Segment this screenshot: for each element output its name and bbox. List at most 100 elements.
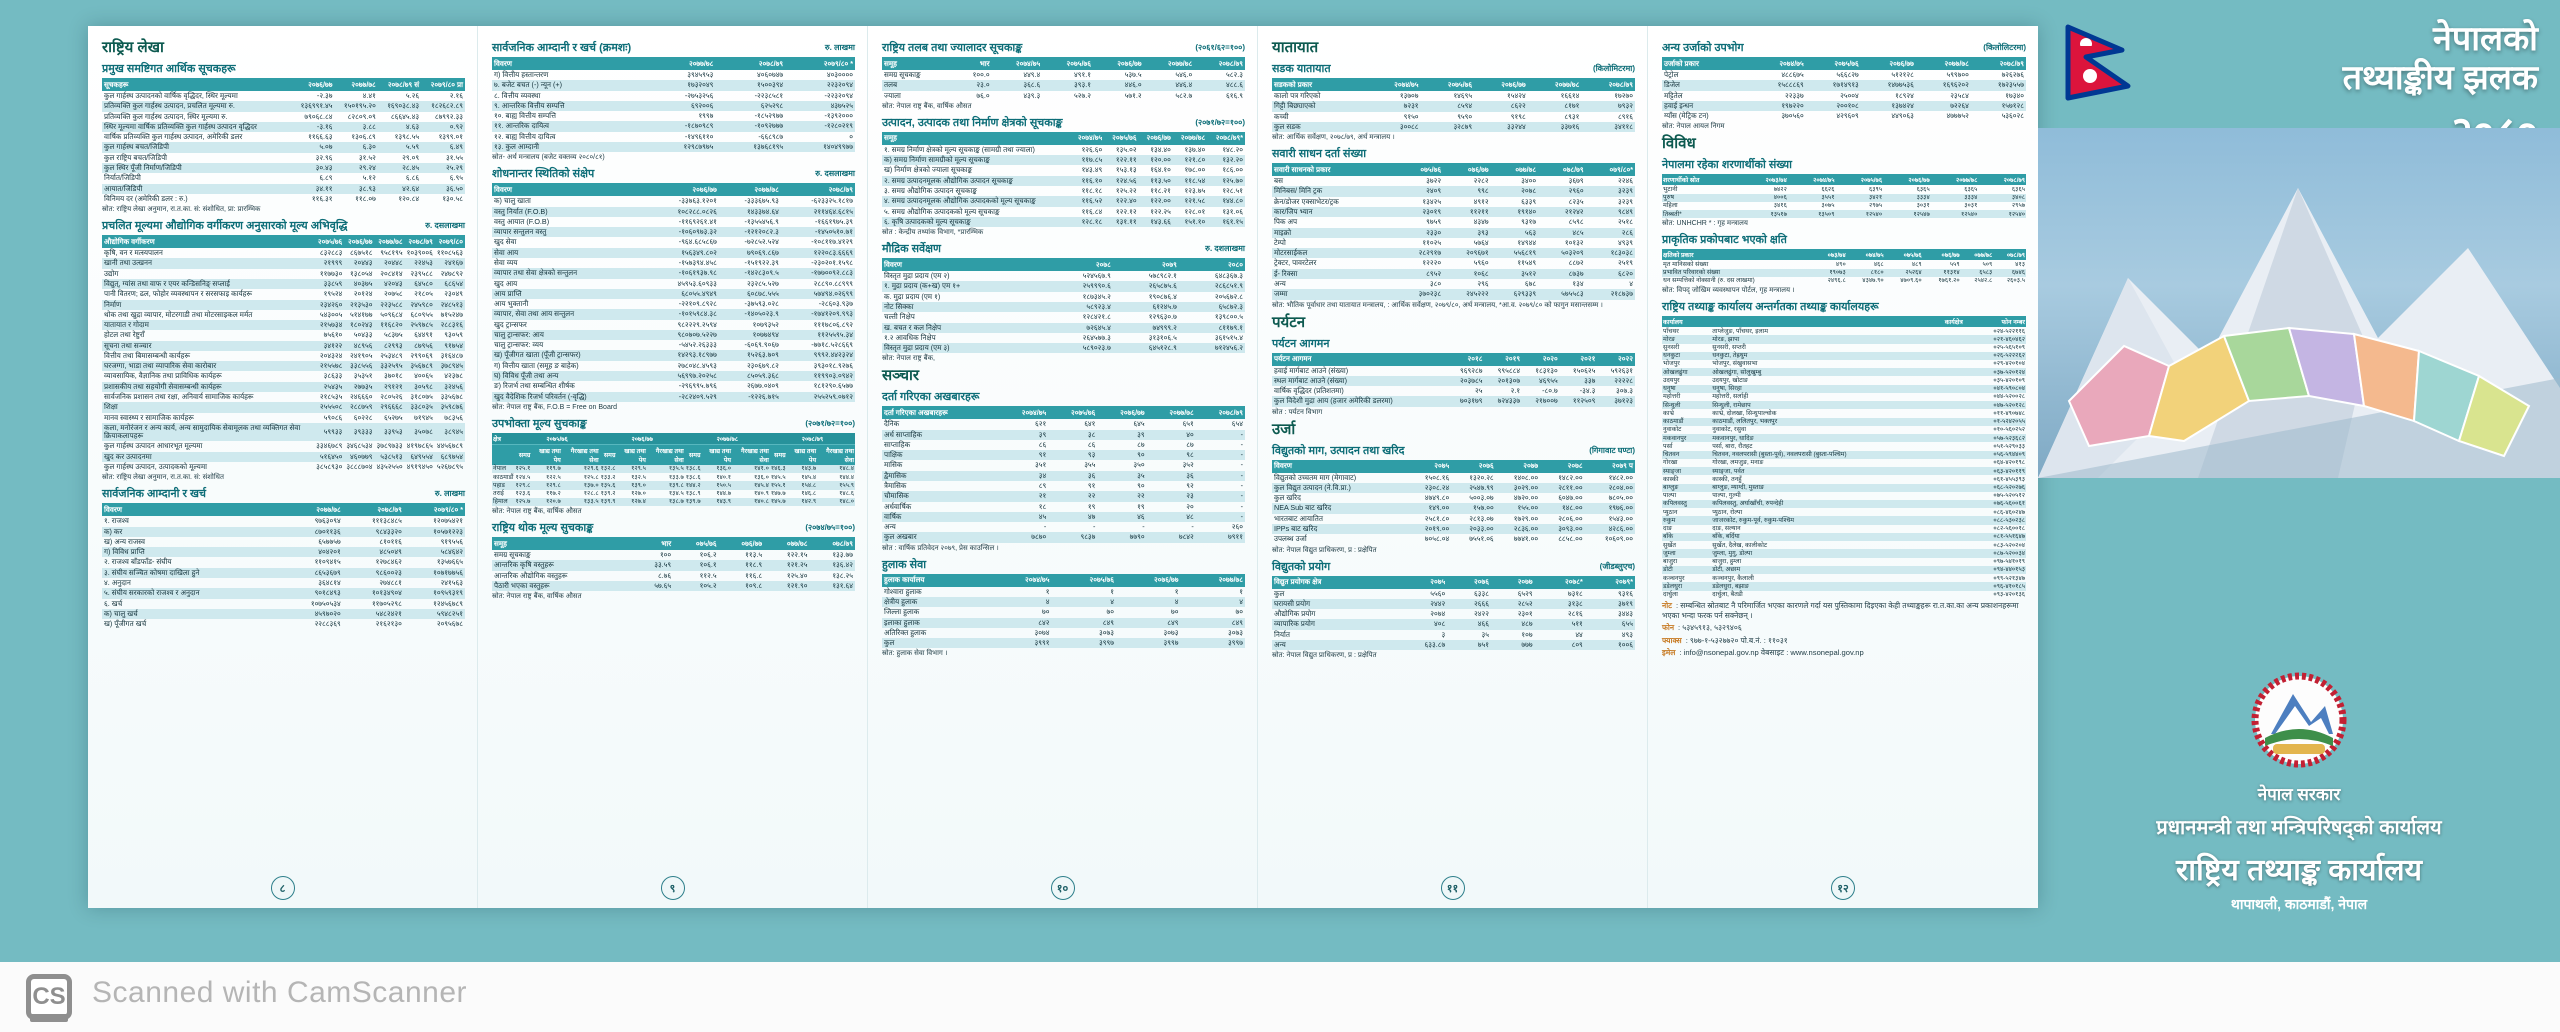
- table-cell: ग) वित्तीय खाता (समूह ङ बाहेक): [494, 360, 579, 370]
- table-cell: १२५४७: [1883, 210, 1931, 219]
- table-row: कुल विदेशी मुद्रा आय (हजार अमेरिकी डलरमा…: [1272, 396, 1635, 407]
- table-cell: १७२३५५७: [1970, 80, 2026, 91]
- table-cell: ६३९५: [1869, 185, 1883, 193]
- table-cell: ७२४३३७: [1484, 396, 1523, 407]
- table-cell: ९९५८८४: [1497, 365, 1521, 375]
- table-cell: ८०९: [1534, 640, 1585, 651]
- table-cell: २४७८९२: [440, 268, 463, 278]
- table-cell: ३८: [1048, 429, 1098, 440]
- table-cell: ३४०८: [1978, 193, 2026, 202]
- table-cell: ६५२७५: [383, 412, 403, 422]
- table-cell: ०२९-४२०१०४: [1993, 360, 2025, 368]
- table-cell: १०६.२: [699, 550, 717, 560]
- table-cell: २५५५०८: [314, 402, 345, 413]
- table-cell: चल्ती निक्षेप: [884, 312, 915, 322]
- table-cell: १९०७३: [1814, 268, 1847, 277]
- table-row: क्षेत्रीय हुलाक ४ ४ ४ ४: [882, 597, 1245, 608]
- table-cell: ८६५३६७९: [281, 567, 343, 578]
- table-cell: २०: [1186, 501, 1194, 511]
- column-header: २०७६/७७: [1138, 131, 1173, 145]
- table-cell: ०४७-५२०१२८: [1963, 401, 2026, 410]
- table-row: माइक्रो २३३० ३९३ ५६३ ४८५ २८६: [1272, 227, 1635, 238]
- table-cell: १८९२४: [1895, 90, 1914, 100]
- table-cell: पाँचथर: [1663, 327, 1679, 335]
- table-cell: १२५.४०: [786, 570, 808, 580]
- table-cell: ११३.५०: [1138, 175, 1173, 186]
- table-cell: १२०.७: [531, 497, 562, 507]
- table-cell: बाजुरा, हुम्ला: [1712, 558, 1742, 566]
- table-cell: -१०८११७.४१२९: [811, 237, 853, 247]
- column-header: २०७४/७५: [1366, 78, 1421, 91]
- table-cell: ५०९६८४: [380, 309, 403, 319]
- column-header: २०७७/७८: [374, 235, 405, 249]
- table-row: महिला ३४१६ ३०७५ २९७५ ३०३१ ३०३१ २९५७: [1662, 202, 2026, 210]
- table-cell: उद्योग: [104, 268, 119, 278]
- table-row: NEA Sub बाट खरिद १४९.०० १५७.०० १५५.०० १४८.००…: [1272, 503, 1635, 514]
- table-row: वस्तु आयात (F.O.B) -११६९२६१.४१ -१३५५४५६.९ -…: [492, 217, 855, 227]
- table-row: तराई १२३.६ ११७.२ १२८.८ १३९.२ १२७.० १३४.५ १३८.९ १…: [492, 490, 855, 498]
- table-cell: ७२६२७६: [2001, 70, 2024, 79]
- column-header: २०७६/७७: [291, 78, 335, 91]
- table-row: प्रतिव्यक्ति कुल गार्हस्थ उत्पादन, प्रचल…: [102, 101, 465, 112]
- table-cell: आन्तरिक कृषि वस्तुहरू: [492, 560, 635, 571]
- table-cell: ३०७३: [1228, 627, 1243, 637]
- table-cell: ग्याँस (मेट्रिक टन): [1664, 111, 1709, 121]
- section-title: हुलाक सेवा: [882, 558, 927, 571]
- table-cell: १२५४०: [1835, 210, 1884, 219]
- table-cell: काभ्रे: [1663, 409, 1674, 417]
- column-header: गैरखाद्य तथा सेवा: [817, 444, 855, 465]
- section-unit-label: (जीडब्लुएच): [1599, 561, 1635, 571]
- table-cell: १०९.८: [718, 580, 765, 592]
- table-row: अर्धवार्षिक १८ १९ १९ २० -: [882, 502, 1245, 512]
- table-cell: ५३८५१३: [374, 451, 405, 462]
- table-row: कुल अखबार ७८७० ९८३७ ७७९० ७८४२ ७९११: [882, 532, 1245, 543]
- table-cell: ५.५९: [377, 142, 422, 153]
- table-cell: ३०३१: [1916, 202, 1930, 210]
- table-cell: २३: [1146, 491, 1196, 502]
- section-unit-label: (किलोलिटरमा): [1983, 43, 2026, 52]
- table-cell: १९९७: [698, 111, 714, 121]
- table-cell: ३४४३: [1618, 609, 1633, 619]
- table-cell: १४१.०: [732, 464, 770, 474]
- data-table: विद्युत प्रयोगक क्षेत्र २०७५ २०७६ २०७७ २०७८*…: [1272, 575, 1635, 651]
- table-cell: १२२.१५: [786, 550, 808, 560]
- table-row: कास्की कास्की, तनहुँ ०६१-४५५३९३: [1662, 475, 2026, 483]
- table-row: सार्वजनिक प्रशासन तथा रक्षा, अनिवार्य सा…: [102, 392, 465, 402]
- table-cell: १२७.०: [631, 490, 646, 498]
- section-title: प्रमुख समष्टिगत आर्थिक सूचकहरू: [102, 63, 236, 75]
- column-header: ०७८/७९: [1538, 163, 1586, 177]
- table-cell: १००.०: [972, 70, 990, 79]
- table-cell: ३७१२३: [1597, 396, 1635, 407]
- table-cell: २४०९: [1395, 186, 1444, 197]
- table-cell: ३९४५९५३: [687, 70, 714, 79]
- table-cell: ०५१-५२९०३३: [1993, 442, 2025, 450]
- table-row: ख) पूँजीगत खर्च २२८८३६९ २१६२१३० २०९५६७८: [102, 619, 465, 629]
- table-cell: ११७७३०: [319, 268, 343, 278]
- table-cell: ७७७: [1490, 640, 1535, 651]
- table-cell: ३७८९४५: [434, 361, 465, 372]
- table-cell: मिनिबस/ मिनि ट्रक: [1272, 186, 1396, 197]
- column-header: २०७९/८० *: [785, 57, 855, 70]
- table-cell: -२.३७: [316, 91, 333, 100]
- column-header: ०७३/७४: [1814, 249, 1847, 261]
- table-row: हवाई मार्गबाट आउने (संख्या) ९६९२८७ ९९५८८४ १…: [1272, 366, 1635, 376]
- table-row: ख. बचत र कल निक्षेप ७२६४५.४ ७४९९९.२ ८११७९.१: [882, 322, 1245, 333]
- table-row: सुनसरी सुनसरी, सप्तरी ०२५-५६५१०९: [1662, 344, 2026, 352]
- table-cell: कुल गार्हस्थ उत्पादनको वार्षिक वृद्धिदर,…: [104, 91, 238, 100]
- table-cell: ५. समग्र औद्योगिक उत्पादकको मूल्य सूचकाङ…: [884, 206, 1000, 216]
- table-cell: ४८८.६: [1194, 80, 1245, 91]
- table-cell: ०४४-५२००२८: [1993, 393, 2025, 401]
- column-header: २०७७: [1495, 459, 1541, 473]
- table-cell: -६०६९.९०६७: [744, 340, 779, 350]
- table-cell: ३८८८७०४: [346, 462, 373, 471]
- table-cell: २२३३७: [1785, 90, 1804, 100]
- table-cell: ४८७: [1490, 619, 1535, 630]
- table-cell: २८२९१७: [1395, 248, 1444, 259]
- table-cell: २२३५८८: [374, 299, 405, 310]
- column-header: विद्युत प्रयोगक क्षेत्र: [1272, 575, 1391, 589]
- column-header: भार: [634, 537, 674, 551]
- table-cell: ४: [1115, 597, 1181, 608]
- table-cell: ४३५२५५०: [376, 462, 403, 471]
- table-cell: १३९.२: [600, 490, 616, 498]
- table-cell: ८२३५: [1568, 196, 1584, 206]
